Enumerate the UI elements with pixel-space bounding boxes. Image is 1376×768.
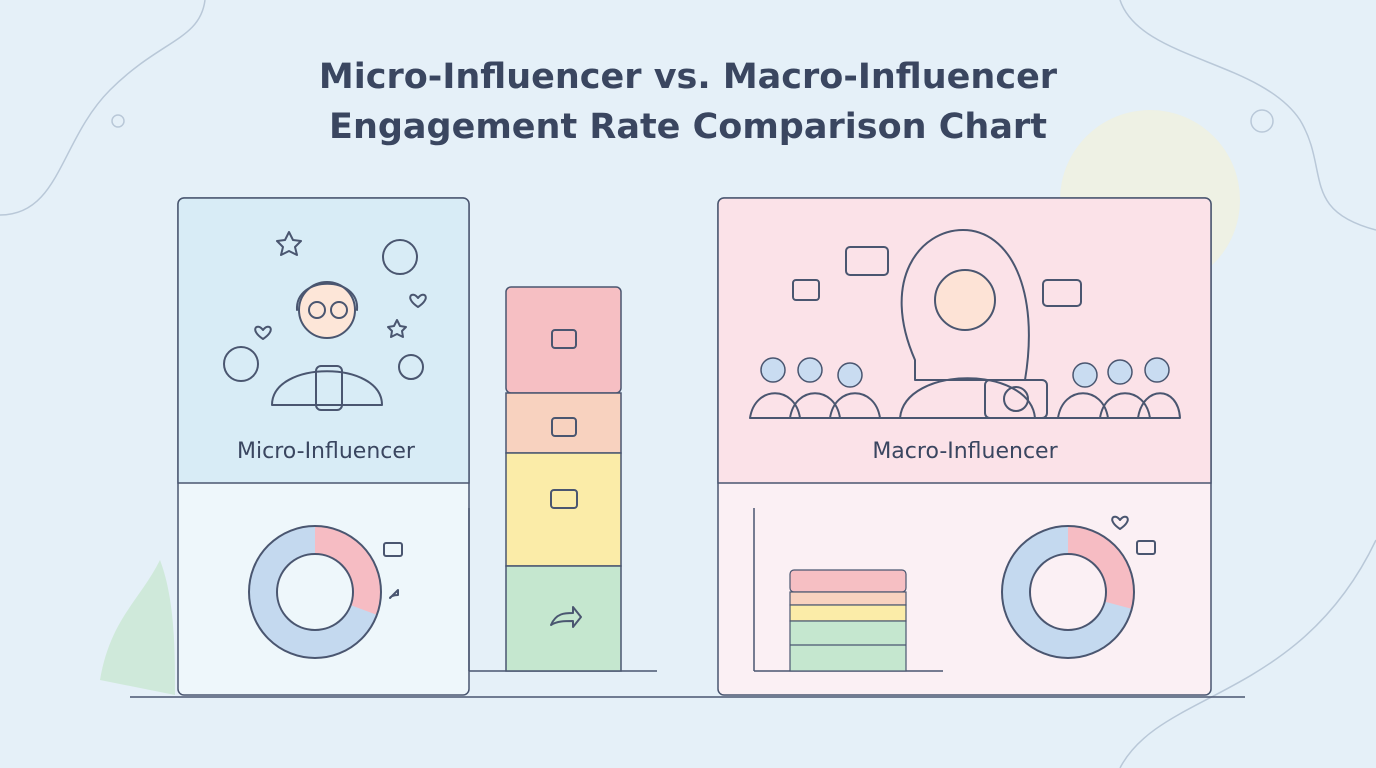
decor-curve xyxy=(0,0,206,216)
engagement-stack xyxy=(468,286,657,672)
decor-dot xyxy=(111,114,125,128)
title-line: Micro-Influencer vs. Macro-Influencer xyxy=(319,57,1058,97)
card-label: Macro-Influencer xyxy=(872,439,1058,464)
title-line: Engagement Rate Comparison Chart xyxy=(329,107,1047,147)
decor-curve xyxy=(1119,539,1376,768)
micro-card: Micro-Influencer xyxy=(177,197,470,696)
decor-leaf xyxy=(100,560,175,695)
macro-card: Macro-Influencer xyxy=(717,197,1212,696)
decor-dot xyxy=(1250,109,1274,133)
card-label: Micro-Influencer xyxy=(237,439,416,464)
decor-curve xyxy=(1119,0,1376,231)
